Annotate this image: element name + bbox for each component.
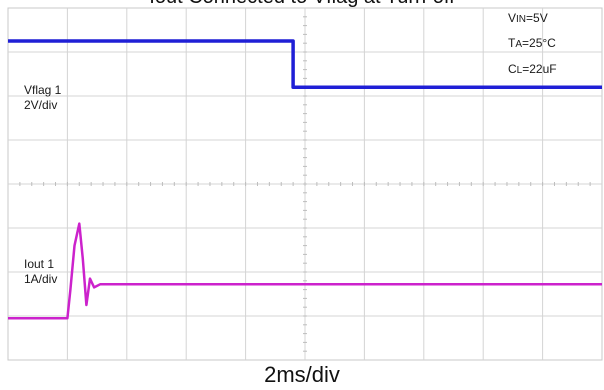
vflag-scale: 2V/div [24,98,58,112]
grid [7,7,603,361]
trace-vflag [8,39,602,89]
x-axis-label: 2ms/div [264,362,340,387]
trace-iout [8,222,602,320]
iout-scale: 1A/div [24,272,58,286]
traces [8,39,602,320]
condition-cl: CL=22uF [508,62,557,76]
iout-name: Iout 1 [24,257,55,271]
vflag-name: Vflag 1 [24,83,62,97]
condition-vin: VIN=5V [508,11,548,25]
condition-ta: TA=25°C [508,36,556,50]
vflag-label: Vflag 1 2V/div [24,83,61,113]
iout-label: Iout 1 1A/div [24,257,57,287]
chart-title: Iout Connected to Vflag at Turn-off [0,0,604,9]
